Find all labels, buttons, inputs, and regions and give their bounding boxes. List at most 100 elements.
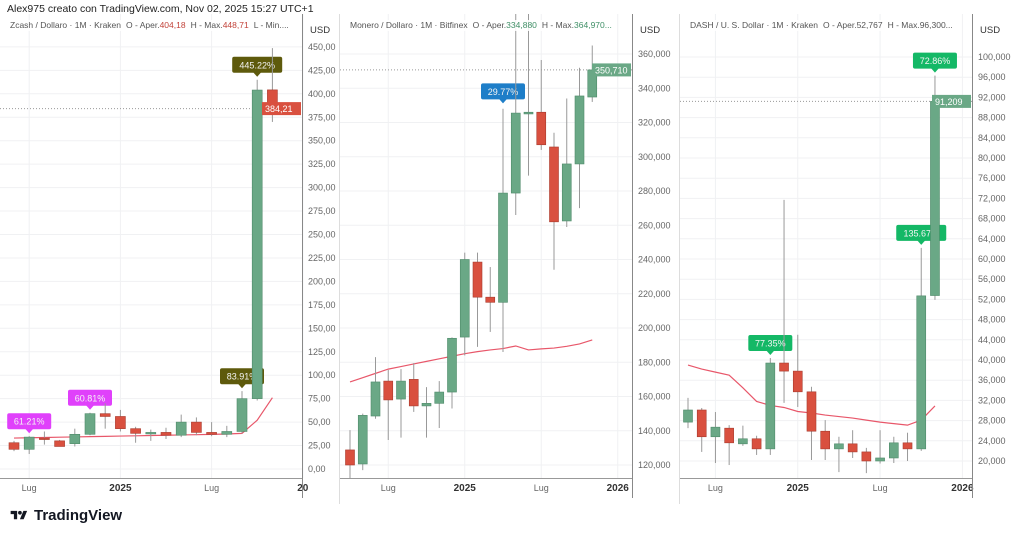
y-tick-label[interactable]: 250,00	[308, 230, 336, 240]
candle[interactable]	[421, 387, 432, 438]
y-tick-label[interactable]: 76,000	[978, 173, 1006, 183]
candle[interactable]	[206, 422, 217, 437]
candle[interactable]	[834, 436, 844, 473]
candle[interactable]	[434, 381, 445, 429]
candle[interactable]	[130, 426, 141, 443]
candle[interactable]	[510, 14, 521, 215]
y-tick-label[interactable]: 125,00	[308, 347, 336, 357]
y-tick-label[interactable]: 40,000	[978, 355, 1006, 365]
y-tick-label[interactable]: 350,00	[308, 136, 336, 146]
y-tick-label[interactable]: 280,000	[638, 186, 671, 196]
candle[interactable]	[779, 199, 789, 403]
y-tick-label[interactable]: 24,000	[978, 436, 1006, 446]
symbol-legend[interactable]: Monero / Dollaro · 1M · Bitfinex O - Aper…	[350, 20, 612, 31]
y-tick-label[interactable]: 180,000	[638, 357, 671, 367]
y-tick-label[interactable]: 260,000	[638, 220, 671, 230]
symbol-legend[interactable]: Zcash / Dollaro · 1M · Kraken O - Aper.40…	[10, 20, 289, 31]
candle[interactable]	[930, 75, 940, 300]
candle[interactable]	[408, 363, 419, 412]
chart-panel-3[interactable]: Lug 2025 Lug 2026 USD 100,000 96,000 92,000 88,0…	[680, 14, 1024, 504]
y-tick-label[interactable]: 320,000	[638, 118, 671, 128]
candle[interactable]	[160, 427, 172, 439]
y-tick-label[interactable]: 64,000	[978, 234, 1006, 244]
candle[interactable]	[889, 436, 899, 464]
candle[interactable]	[902, 432, 913, 461]
candle[interactable]	[498, 108, 508, 352]
candle[interactable]	[536, 59, 547, 150]
chart-canvas[interactable]: Lug 2025 Lug 2026 USD 360,000 340,000 320,000 30…	[340, 14, 680, 504]
y-tick-label[interactable]: 200,00	[308, 276, 336, 286]
y-tick-label[interactable]: 120,000	[638, 460, 671, 470]
candle[interactable]	[724, 425, 734, 466]
y-tick-label[interactable]: 375,00	[308, 112, 336, 122]
candle[interactable]	[765, 357, 776, 455]
y-tick-label[interactable]: 150,00	[308, 323, 336, 333]
candle[interactable]	[383, 369, 394, 440]
candle[interactable]	[696, 407, 707, 452]
y-tick-label[interactable]: 360,000	[638, 49, 671, 59]
candle[interactable]	[69, 428, 81, 447]
y-tick-label[interactable]: 96,000	[978, 72, 1006, 82]
y-tick-label[interactable]: 52,000	[978, 294, 1006, 304]
candle[interactable]	[345, 430, 355, 479]
candle[interactable]	[447, 337, 457, 409]
candle[interactable]	[806, 386, 817, 460]
candle[interactable]	[145, 429, 157, 441]
y-tick-label[interactable]: 50,00	[308, 417, 331, 427]
y-tick-label[interactable]: 450,00	[308, 42, 336, 52]
candle[interactable]	[738, 425, 748, 446]
y-tick-label[interactable]: 32,000	[978, 395, 1006, 405]
candle[interactable]	[485, 267, 496, 332]
candle[interactable]	[523, 14, 534, 176]
y-tick-label[interactable]: 28,000	[978, 416, 1006, 426]
y-tick-label[interactable]: 425,00	[308, 65, 336, 75]
candle[interactable]	[916, 247, 927, 451]
y-tick-label[interactable]: 36,000	[978, 375, 1006, 385]
candle[interactable]	[751, 435, 762, 455]
y-tick-label[interactable]: 48,000	[978, 315, 1006, 325]
candle[interactable]	[683, 397, 693, 429]
candle[interactable]	[54, 439, 65, 447]
y-tick-label[interactable]: 100,00	[308, 370, 336, 380]
y-tick-label[interactable]: 20,000	[978, 456, 1006, 466]
candle[interactable]	[459, 252, 470, 356]
y-tick-label[interactable]: 72,000	[978, 193, 1006, 203]
candle[interactable]	[847, 430, 858, 458]
y-tick-label[interactable]: 92,000	[978, 92, 1006, 102]
symbol-legend[interactable]: DASH / U. S. Dollar · 1M · Kraken O - Ape…	[690, 20, 953, 31]
chart-canvas[interactable]: Lug 2025 Lug 20 USD 450,00 425,00 400,00 375,00 3…	[0, 14, 340, 504]
candle[interactable]	[84, 412, 96, 436]
y-tick-label[interactable]: 100,000	[978, 52, 1011, 62]
candle[interactable]	[221, 425, 233, 438]
candle[interactable]	[175, 414, 187, 438]
y-tick-label[interactable]: 300,000	[638, 152, 671, 162]
chart-panel-1[interactable]: Lug 2025 Lug 20 USD 450,00 425,00 400,00 375,00 3…	[0, 14, 340, 504]
candle[interactable]	[191, 417, 202, 436]
plot-area[interactable]: 61.21% 60.81% 83.91% 445.22%	[0, 48, 302, 454]
y-tick-label[interactable]: 175,00	[308, 300, 336, 310]
y-tick-label[interactable]: 68,000	[978, 214, 1006, 224]
y-tick-label[interactable]: 60,000	[978, 254, 1006, 264]
y-tick-label[interactable]: 0,00	[308, 464, 326, 474]
chart-panel-2[interactable]: Lug 2025 Lug 2026 USD 360,000 340,000 320,000 30…	[340, 14, 680, 504]
y-tick-label[interactable]: 44,000	[978, 335, 1006, 345]
candle[interactable]	[99, 403, 111, 429]
chart-canvas[interactable]: Lug 2025 Lug 2026 USD 100,000 96,000 92,000 88,0…	[680, 14, 1024, 504]
candle[interactable]	[561, 98, 572, 227]
candle[interactable]	[549, 132, 559, 270]
y-tick-label[interactable]: 84,000	[978, 133, 1006, 143]
candle[interactable]	[39, 431, 50, 445]
y-tick-label[interactable]: 240,000	[638, 255, 671, 265]
y-tick-label[interactable]: 56,000	[978, 274, 1006, 284]
plot-area[interactable]: 29.77%	[340, 14, 632, 479]
y-tick-label[interactable]: 225,00	[308, 253, 336, 263]
candle[interactable]	[23, 436, 35, 454]
y-tick-label[interactable]: 160,000	[638, 392, 671, 402]
y-tick-label[interactable]: 75,00	[308, 394, 331, 404]
y-tick-label[interactable]: 140,000	[638, 426, 671, 436]
y-tick-label[interactable]: 340,000	[638, 83, 671, 93]
y-tick-label[interactable]: 25,00	[308, 441, 331, 451]
candle[interactable]	[251, 79, 263, 401]
tradingview-logo[interactable]: TradingView	[8, 507, 122, 524]
y-tick-label[interactable]: 400,00	[308, 89, 336, 99]
